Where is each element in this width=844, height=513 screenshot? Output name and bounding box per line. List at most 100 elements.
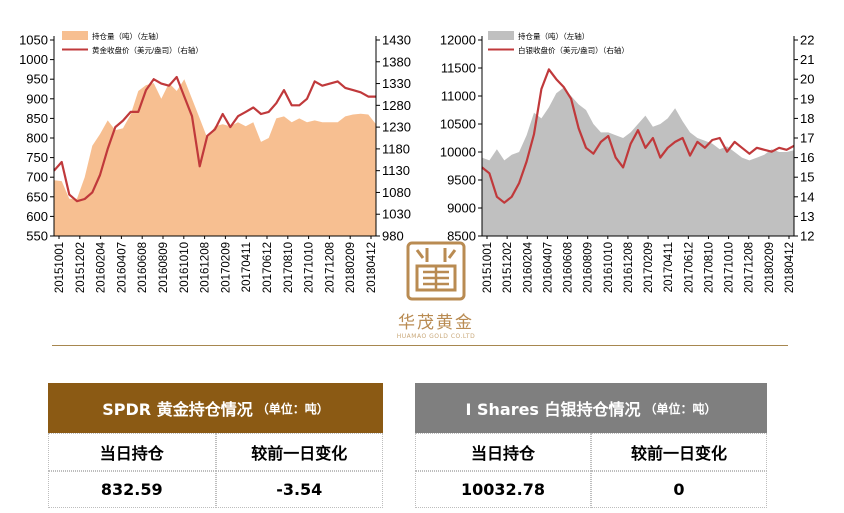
y-right-tick-label: 14 [800,189,814,204]
y-right-tick-label: 1380 [382,54,411,69]
x-tick-label: 20160407 [542,242,554,293]
y-right-tick-label: 1180 [382,141,410,156]
y-left-tick-label: 750 [26,150,48,165]
x-tick-label: 20171208 [744,242,756,293]
x-tick-label: 20180209 [764,242,776,293]
y-left-tick-label: 11500 [441,61,476,76]
y-right-tick-label: 19 [800,91,814,106]
legend-swatch-area [62,31,88,40]
silver-col-holdings-header: 当日持仓 [415,433,591,471]
x-tick-label: 20160608 [563,242,575,293]
y-left-tick-label: 11000 [441,89,476,104]
x-tick-label: 20170411 [663,242,675,292]
y-right-tick-label: 1030 [382,207,411,222]
y-left-tick-label: 900 [26,91,48,106]
silver-panel-unit: （单位：吨） [644,401,717,416]
legend-label: 持仓量（吨）（左轴） [92,31,163,41]
y-right-tick-label: 15 [800,170,814,185]
gold-holdings-table: 当日持仓 较前一日变化 832.59 -3.54 [48,433,383,508]
x-tick-label: 20161208 [200,242,212,293]
gold-holdings-panel: SPDR 黄金持仓情况 （单位：吨） 当日持仓 较前一日变化 832.59 -3… [48,383,383,508]
gold-panel-header: SPDR 黄金持仓情况 （单位：吨） [48,383,383,433]
y-left-tick-label: 600 [26,209,48,224]
y-right-tick-label: 1430 [382,33,411,48]
y-right-tick-label: 16 [800,150,814,165]
silver-holdings-panel: I Shares 白银持仓情况 （单位：吨） 当日持仓 较前一日变化 10032… [415,383,767,508]
series-price-line [481,68,795,204]
y-right-tick-label: 980 [382,229,404,244]
logo-emblem-icon [406,241,466,301]
x-tick-label: 20160204 [96,241,108,293]
x-tick-label: 20171208 [324,242,336,293]
x-tick-label: 20151202 [502,242,514,293]
y-left-tick-label: 850 [26,111,48,126]
gold-panel-title: SPDR 黄金持仓情况 [102,400,253,419]
silver-panel-header: I Shares 白银持仓情况 （单位：吨） [415,383,767,433]
gold-change-value: -3.54 [215,471,383,508]
y-left-tick-label: 700 [26,170,48,185]
x-tick-label: 20170810 [283,242,295,293]
y-right-tick-label: 18 [800,111,814,126]
y-left-tick-label: 1000 [19,52,48,67]
y-left-tick-label: 9500 [447,173,476,188]
y-right-tick-label: 13 [800,209,814,224]
section-divider [52,345,788,346]
x-tick-label: 20160809 [583,242,595,293]
y-right-tick-label: 1280 [382,98,411,113]
y-right-tick-label: 22 [800,33,814,48]
y-right-tick-label: 12 [800,229,814,244]
huamao-logo: 华茂黄金 HUAMAO GOLD CO.LTD [388,240,484,350]
x-tick-label: 20161208 [623,242,635,293]
gold-col-change-header: 较前一日变化 [215,433,383,471]
y-right-tick-label: 1130 [382,163,410,178]
legend-label: 持仓量（吨）（左轴） [518,31,589,41]
y-right-tick-label: 1080 [382,185,411,200]
y-right-tick-label: 21 [800,52,814,67]
silver-change-value: 0 [591,471,767,508]
silver-col-change-header: 较前一日变化 [591,433,767,471]
gold-holdings-chart: 550 600 650 700 750 800 850 900 950 1000 1050 980 10… [19,31,411,293]
x-tick-label: 20161010 [603,242,615,293]
y-left-tick-label: 10500 [440,117,476,132]
y-right-tick-label: 17 [800,131,814,146]
y-right-tick-label: 1330 [382,76,411,91]
x-tick-label: 20180412 [784,242,796,293]
y-right-tick-label: 20 [800,72,814,87]
silver-holdings-chart: 8500 9000 9500 10000 10500 11000 11500 12000 12 1… [440,31,814,293]
legend-label: 黄金收盘价（美元/盎司）（右轴） [92,45,203,55]
x-tick-label: 20170612 [262,242,274,293]
series-price-line [53,75,376,203]
x-tick-label: 20170612 [683,242,695,293]
logo-name-cn: 华茂黄金 [398,313,474,333]
legend-swatch-area [488,31,514,40]
y-left-tick-label: 10000 [440,145,476,160]
series-holdings-area [54,79,376,236]
x-tick-label: 20161010 [179,242,191,293]
x-tick-label: 20171010 [304,242,316,293]
silver-holdings-value: 10032.78 [415,471,591,508]
series-holdings-area [482,87,794,236]
silver-panel-title: I Shares 白银持仓情况 [465,400,641,419]
y-left-tick-label: 1050 [19,33,48,48]
x-tick-label: 20170209 [643,242,655,293]
x-tick-label: 20170810 [703,242,715,293]
x-tick-label: 20160608 [137,242,149,293]
x-tick-label: 20160809 [158,242,170,293]
x-tick-label: 20170209 [220,242,232,293]
y-left-tick-label: 800 [26,131,48,146]
gold-panel-unit: （单位：吨） [256,401,329,416]
x-tick-label: 20151001 [482,242,494,293]
x-tick-label: 20180209 [345,242,357,293]
logo-name-en: HUAMAO GOLD CO.LTD [396,333,476,340]
gold-holdings-value: 832.59 [48,471,216,508]
x-tick-label: 20170411 [241,242,253,292]
x-tick-label: 20160407 [116,242,128,293]
silver-holdings-table: 当日持仓 较前一日变化 10032.78 0 [415,433,767,508]
legend-label: 白银收盘价（美元/盎司）（右轴） [518,45,629,55]
x-tick-label: 20171010 [724,242,736,293]
y-left-tick-label: 12000 [440,33,476,48]
x-tick-label: 20180412 [366,242,378,293]
y-left-tick-label: 950 [26,72,48,87]
y-left-tick-label: 8500 [447,229,476,244]
x-tick-label: 20151001 [54,242,66,293]
